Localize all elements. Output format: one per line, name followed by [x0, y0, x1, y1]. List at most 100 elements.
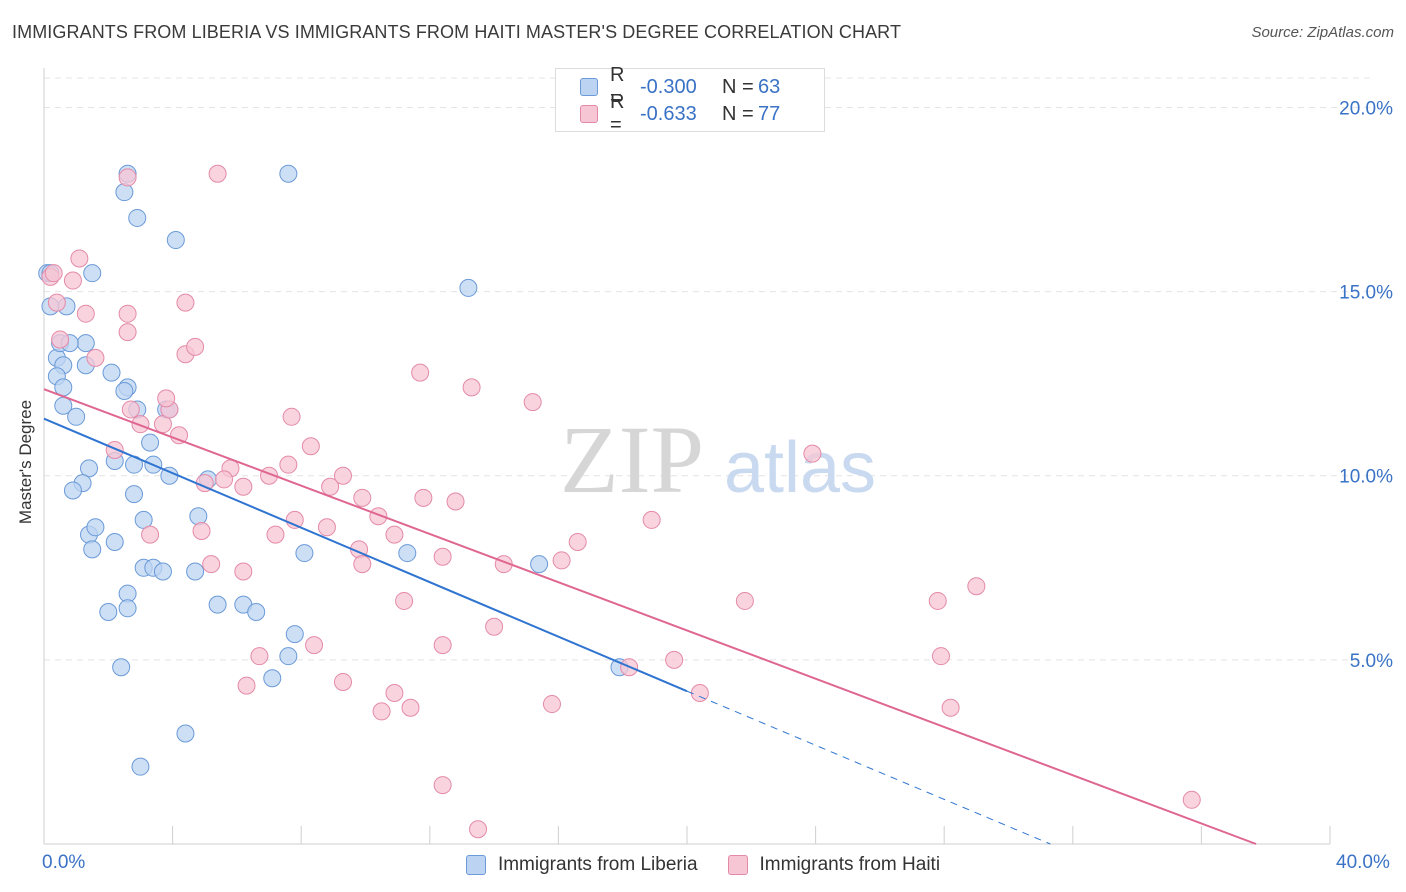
liberia-point	[112, 658, 131, 677]
haiti-point	[250, 647, 269, 666]
liberia-point	[166, 231, 185, 250]
haiti-point	[462, 378, 481, 397]
liberia-point	[176, 724, 195, 743]
haiti-point	[63, 271, 82, 290]
haiti-point	[141, 525, 160, 544]
legend-r-value-haiti: -0.633	[640, 102, 697, 125]
legend-swatch-haiti	[727, 855, 748, 875]
x-tick-label-max: 40.0%	[1336, 852, 1390, 873]
legend-n-value-haiti: 77	[758, 102, 781, 125]
liberia-point	[186, 562, 205, 581]
haiti-point	[485, 617, 504, 636]
liberia-point	[208, 595, 227, 614]
haiti-point	[433, 776, 452, 795]
haiti-point	[433, 636, 452, 655]
haiti-point	[157, 389, 176, 408]
source-credit: Source: ZipAtlas.com	[1251, 24, 1394, 41]
legend-r-value-liberia: -0.300	[640, 75, 697, 98]
haiti-point	[735, 591, 754, 610]
legend-item-haiti[interactable]: Immigrants from Haiti	[727, 854, 941, 876]
series-haiti-points	[41, 164, 1201, 839]
haiti-point	[353, 488, 372, 507]
haiti-point	[105, 440, 124, 459]
legend-item-liberia[interactable]: Immigrants from Liberia	[465, 854, 698, 876]
haiti-point	[282, 407, 301, 426]
liberia-point	[67, 407, 86, 426]
trend-line-liberia	[43, 417, 688, 693]
haiti-point	[47, 293, 66, 312]
haiti-point	[121, 400, 140, 419]
haiti-point	[469, 820, 488, 839]
liberia-point	[86, 518, 105, 537]
haiti-point	[411, 363, 430, 382]
haiti-point	[202, 555, 221, 574]
liberia-point	[285, 625, 304, 644]
haiti-point	[118, 323, 137, 342]
haiti-point	[170, 426, 189, 445]
liberia-point	[189, 507, 208, 526]
chart-title: IMMIGRANTS FROM LIBERIA VS IMMIGRANTS FR…	[12, 22, 902, 42]
haiti-point	[44, 264, 63, 283]
legend-n-label: N =	[722, 102, 754, 125]
liberia-point	[118, 599, 137, 618]
liberia-point	[83, 540, 102, 559]
liberia-point	[76, 334, 95, 353]
haiti-point	[131, 415, 150, 434]
haiti-point	[414, 488, 433, 507]
haiti-point	[301, 437, 320, 456]
haiti-point	[76, 304, 95, 323]
liberia-point	[105, 533, 124, 552]
series-liberia-points	[38, 164, 629, 776]
haiti-point	[552, 551, 571, 570]
legend-swatch-liberia	[580, 78, 598, 96]
axis-ticks: 5.0% 10.0% 15.0% 20.0%	[1339, 98, 1393, 671]
haiti-point	[372, 702, 391, 721]
haiti-point	[395, 591, 414, 610]
liberia-point	[99, 602, 118, 621]
trend-lines	[43, 388, 1257, 845]
liberia-point	[102, 363, 121, 382]
y-tick-label: 5.0%	[1350, 651, 1393, 672]
x-tick-label-min: 0.0%	[42, 852, 86, 873]
legend-r-label: R =	[610, 64, 625, 109]
haiti-point	[333, 466, 352, 485]
haiti-point	[333, 672, 352, 691]
legend-n-label: N =	[722, 75, 754, 98]
y-tick-label: 20.0%	[1339, 98, 1393, 119]
haiti-point	[665, 650, 684, 669]
haiti-point	[279, 455, 298, 474]
liberia-point	[141, 433, 160, 452]
haiti-point	[523, 393, 542, 412]
axes	[43, 68, 1331, 845]
y-axis-label: Master's Degree	[16, 399, 35, 525]
legend-row-liberia: R = -0.300 N = 63	[580, 64, 780, 109]
liberia-point	[153, 562, 172, 581]
haiti-point	[928, 591, 947, 610]
liberia-point	[131, 757, 150, 776]
legend-label-liberia: Immigrants from Liberia	[497, 854, 698, 875]
haiti-point	[642, 510, 661, 529]
trend-line-haiti	[43, 388, 1257, 845]
liberia-point	[530, 555, 549, 574]
watermark-atlas: atlas	[724, 428, 876, 508]
correlation-legend: R = -0.300 N = 63 R = -0.633 N = 77	[555, 64, 825, 136]
haiti-point	[542, 695, 561, 714]
haiti-point	[385, 684, 404, 703]
haiti-point	[237, 676, 256, 695]
legend-r-label: R =	[610, 91, 625, 136]
liberia-point	[295, 544, 314, 563]
liberia-point	[115, 382, 134, 401]
watermark-zip: ZIP	[560, 406, 704, 513]
haiti-point	[967, 577, 986, 596]
haiti-point	[321, 477, 340, 496]
haiti-point	[51, 330, 70, 349]
legend-swatch-liberia	[465, 855, 486, 875]
haiti-point	[234, 477, 253, 496]
haiti-point	[1182, 790, 1201, 809]
liberia-point	[459, 278, 478, 297]
liberia-point	[125, 485, 144, 504]
haiti-point	[208, 164, 227, 183]
haiti-point	[176, 293, 195, 312]
legend-label-haiti: Immigrants from Haiti	[759, 854, 941, 875]
